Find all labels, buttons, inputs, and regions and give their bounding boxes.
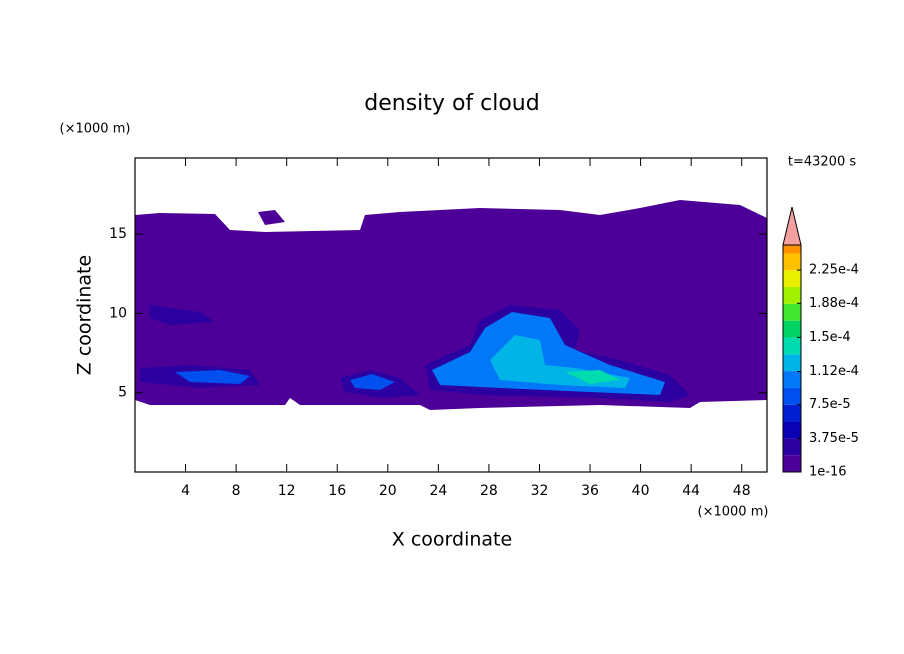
colorbar-band xyxy=(783,455,801,472)
colorbar-tick-label: 7.5e-5 xyxy=(809,397,851,412)
colorbar-band xyxy=(783,245,801,254)
y-unit: (×1000 m) xyxy=(60,122,131,137)
contour-region xyxy=(350,374,395,390)
colorbar-band xyxy=(783,421,801,439)
colorbar-band xyxy=(783,320,801,338)
y-tick-label: 15 xyxy=(109,226,127,242)
colorbar-tick-label: 2.25e-4 xyxy=(809,263,859,278)
y-axis-label: Z coordinate xyxy=(74,255,96,375)
x-tick-label: 48 xyxy=(733,483,751,499)
x-axis-label: X coordinate xyxy=(392,529,512,551)
x-unit: (×1000 m) xyxy=(698,505,769,520)
x-tick-label: 28 xyxy=(480,483,498,499)
x-tick-label: 16 xyxy=(328,483,346,499)
colorbar-band xyxy=(783,404,801,422)
contour-region xyxy=(150,305,215,325)
contour-region xyxy=(175,370,250,384)
colorbar-band xyxy=(783,253,801,271)
colorbar-tick-label: 1.88e-4 xyxy=(809,296,859,311)
colorbar-band xyxy=(783,387,801,405)
x-tick-label: 36 xyxy=(581,483,599,499)
x-tick-label: 4 xyxy=(181,483,190,499)
colorbar-band xyxy=(783,371,801,388)
colorbar-band xyxy=(783,354,801,372)
colorbar-tick-label: 1.12e-4 xyxy=(809,364,859,379)
colorbar-band xyxy=(783,337,801,355)
chart-title: density of cloud xyxy=(364,91,539,116)
plot-frame xyxy=(134,157,768,473)
colorbar-band xyxy=(783,303,801,321)
colorbar-band xyxy=(783,438,801,456)
annotation: t=43200 s xyxy=(788,155,856,170)
colorbar-band xyxy=(783,270,801,288)
colorbar-tick-label: 3.75e-5 xyxy=(809,431,859,446)
y-tick-label: 10 xyxy=(109,305,127,321)
x-tick-label: 20 xyxy=(379,483,397,499)
x-tick-label: 40 xyxy=(632,483,650,499)
y-tick-label: 5 xyxy=(118,385,127,401)
colorbar-tick-label: 1e-16 xyxy=(809,465,847,480)
x-tick-label: 12 xyxy=(278,483,296,499)
colorbar-extend xyxy=(782,206,802,246)
x-tick-label: 32 xyxy=(531,483,549,499)
contour-region xyxy=(258,210,285,225)
x-tick-label: 44 xyxy=(682,483,700,499)
x-tick-label: 8 xyxy=(232,483,241,499)
x-tick-label: 24 xyxy=(429,483,447,499)
contour-region xyxy=(135,200,767,410)
colorbar-frame xyxy=(782,244,802,473)
contour-region xyxy=(565,370,620,384)
contour-field xyxy=(135,200,767,410)
colorbar-band xyxy=(783,287,801,304)
colorbar-tick-label: 1.5e-4 xyxy=(809,330,851,345)
